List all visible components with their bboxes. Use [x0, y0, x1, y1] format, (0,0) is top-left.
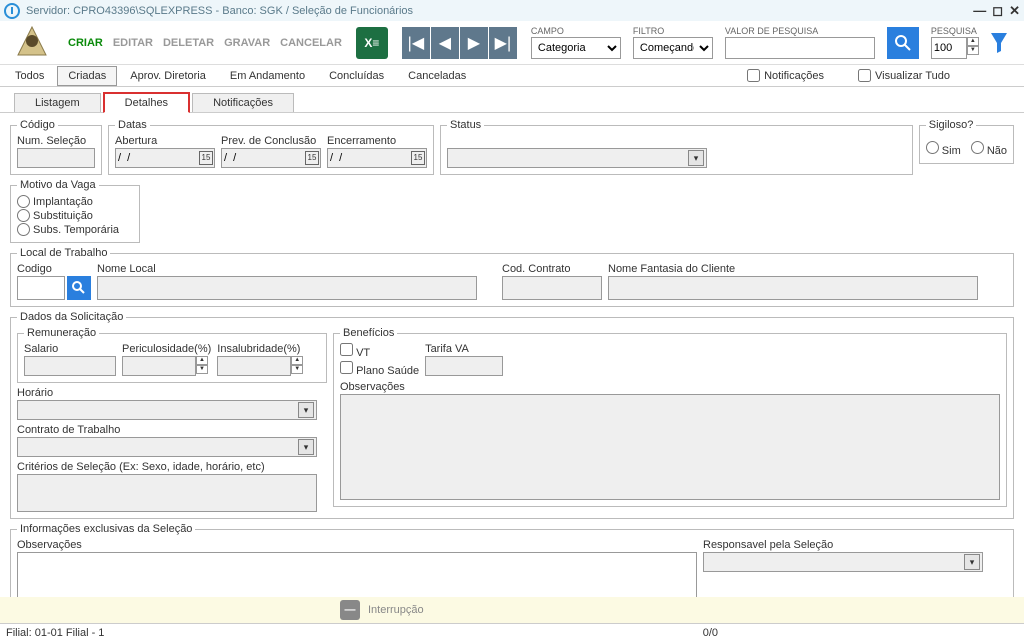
nav-prev-button[interactable]: ◀ [431, 27, 459, 59]
tab-andamento[interactable]: Em Andamento [219, 66, 316, 86]
notif-checkbox[interactable] [747, 69, 760, 82]
footer-bar: — Interrupção [0, 597, 1024, 623]
datas-group: Datas Abertura15 Prev. de Conclusão15 En… [108, 119, 434, 175]
status-tabs: Todos Criadas Aprov. Diretoria Em Andame… [0, 65, 1024, 87]
record-count: 0/0 [703, 627, 718, 639]
vt-checkbox[interactable] [340, 343, 353, 356]
valor-input[interactable] [725, 37, 875, 59]
remuneracao-group: Remuneração Salario Periculosidade(%)▲▼ … [17, 327, 327, 383]
titlebar: Servidor: CPRO43396\SQLEXPRESS - Banco: … [0, 0, 1024, 21]
tab-criadas[interactable]: Criadas [57, 66, 117, 86]
filial-status: Filial: 01-01 Filial - 1 [6, 627, 104, 639]
excel-export-button[interactable]: X≡ [356, 27, 388, 59]
num-selecao-input[interactable] [17, 148, 95, 168]
substemp-radio[interactable] [17, 223, 30, 236]
salario-input[interactable] [24, 356, 116, 376]
criterios-textarea[interactable] [17, 474, 317, 512]
tarifa-input[interactable] [425, 356, 503, 376]
ps-checkbox[interactable] [340, 361, 353, 374]
nao-radio[interactable] [971, 141, 984, 154]
tab-detalhes[interactable]: Detalhes [103, 92, 190, 113]
calendar-icon[interactable]: 15 [199, 151, 213, 165]
window-title: Servidor: CPRO43396\SQLEXPRESS - Banco: … [26, 5, 973, 17]
filter-button[interactable] [987, 27, 1011, 59]
local-group: Local de Trabalho Codigo Nome Local Cod.… [10, 247, 1014, 307]
vis-label: Visualizar Tudo [875, 70, 950, 82]
tab-concluidas[interactable]: Concluídas [318, 66, 395, 86]
campo-label: CAMPO [531, 26, 621, 36]
valor-label: VALOR DE PESQUISA [725, 26, 875, 36]
dados-group: Dados da Solicitação Remuneração Salario… [10, 311, 1014, 519]
tab-notificacoes[interactable]: Notificações [192, 93, 294, 112]
tab-aprov[interactable]: Aprov. Diretoria [119, 66, 217, 86]
tab-listagem[interactable]: Listagem [14, 93, 101, 112]
filtro-select[interactable]: Começando [633, 37, 713, 59]
contrato-select[interactable]: ▾ [17, 437, 317, 457]
tab-todos[interactable]: Todos [4, 66, 55, 86]
content-area: Código Num. Seleção Datas Abertura15 Pre… [0, 113, 1024, 597]
info-group: Informações exclusivas da Seleção Observ… [10, 523, 1014, 597]
sim-radio[interactable] [926, 141, 939, 154]
minimize-button[interactable]: — [973, 3, 986, 19]
obs-selecao-textarea[interactable] [17, 552, 697, 597]
cancelar-button[interactable]: CANCELAR [280, 37, 342, 49]
periculosidade-input[interactable] [122, 356, 196, 376]
gravar-button[interactable]: GRAVAR [224, 37, 270, 49]
funnel-icon [989, 31, 1009, 55]
toolbar: CRIAR EDITAR DELETAR GRAVAR CANCELAR X≡ … [0, 21, 1024, 65]
vis-checkbox[interactable] [858, 69, 871, 82]
codigo-group: Código Num. Seleção [10, 119, 102, 175]
status-bar: Filial: 01-01 Filial - 1 0/0 [0, 623, 1024, 641]
sigiloso-group: Sigiloso? Sim Não [919, 119, 1014, 164]
obs-beneficios-textarea[interactable] [340, 394, 1000, 500]
nome-local-input[interactable] [97, 276, 477, 300]
search-icon [72, 281, 86, 295]
app-icon [4, 3, 20, 19]
deletar-button[interactable]: DELETAR [163, 37, 214, 49]
beneficios-group: Benefícios VT Plano Saúde Tarifa VA Obse… [333, 327, 1007, 507]
notif-label: Notificações [764, 70, 824, 82]
calendar-icon[interactable]: 15 [411, 151, 425, 165]
campo-select[interactable]: Categoria [531, 37, 621, 59]
status-group: Status ▾ [440, 119, 913, 175]
pesquisa-input[interactable] [931, 37, 967, 59]
horario-select[interactable]: ▾ [17, 400, 317, 420]
detail-tabs: Listagem Detalhes Notificações [0, 87, 1024, 113]
nav-first-button[interactable]: |◀ [402, 27, 430, 59]
pause-label: Interrupção [368, 604, 424, 616]
status-select[interactable]: ▾ [447, 148, 707, 168]
pause-button[interactable]: — [340, 600, 360, 620]
nav-next-button[interactable]: ▶ [460, 27, 488, 59]
pesquisa-label: PESQUISA [931, 26, 979, 36]
nav-last-button[interactable]: ▶| [489, 27, 517, 59]
insalubridade-input[interactable] [217, 356, 291, 376]
lookup-local-button[interactable] [67, 276, 91, 300]
responsavel-select[interactable]: ▾ [703, 552, 983, 572]
criar-button[interactable]: CRIAR [68, 37, 103, 49]
editar-button[interactable]: EDITAR [113, 37, 153, 49]
motivo-group: Motivo da Vaga Implantação Substituição … [10, 179, 140, 243]
maximize-button[interactable]: ◻ [992, 3, 1003, 19]
tab-canceladas[interactable]: Canceladas [397, 66, 477, 86]
codigo-local-input[interactable] [17, 276, 65, 300]
search-button[interactable] [887, 27, 919, 59]
cod-contrato-input[interactable] [502, 276, 602, 300]
implantacao-radio[interactable] [17, 195, 30, 208]
close-button[interactable]: ✕ [1009, 3, 1020, 19]
filtro-label: FILTRO [633, 26, 713, 36]
nome-fantasia-input[interactable] [608, 276, 978, 300]
substituicao-radio[interactable] [17, 209, 30, 222]
search-icon [893, 33, 913, 53]
calendar-icon[interactable]: 15 [305, 151, 319, 165]
app-logo [8, 23, 56, 63]
